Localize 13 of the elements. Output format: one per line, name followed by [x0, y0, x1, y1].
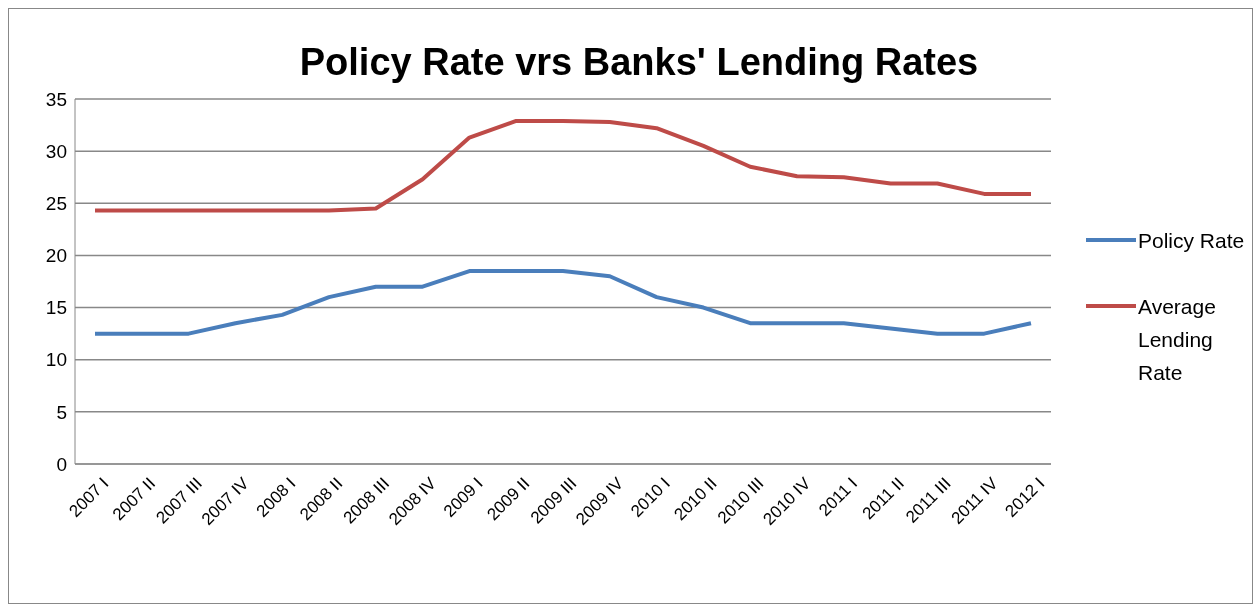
y-tick-label: 35	[45, 88, 67, 110]
y-tick-label: 0	[56, 453, 67, 475]
legend-label: Policy Rate	[1138, 228, 1246, 254]
y-tick-label: 25	[45, 193, 67, 215]
chart-title: Policy Rate vrs Banks' Lending Rates	[298, 41, 980, 84]
line-series	[93, 118, 1033, 213]
y-tick-label: 10	[45, 349, 67, 371]
y-tick-label: 30	[45, 140, 67, 162]
legend-label: Average Lending Rate	[1138, 294, 1217, 386]
line-series	[93, 269, 1033, 336]
y-tick-label: 20	[45, 245, 67, 267]
y-tick-label: 5	[56, 401, 67, 423]
y-tick-label: 15	[45, 297, 67, 319]
